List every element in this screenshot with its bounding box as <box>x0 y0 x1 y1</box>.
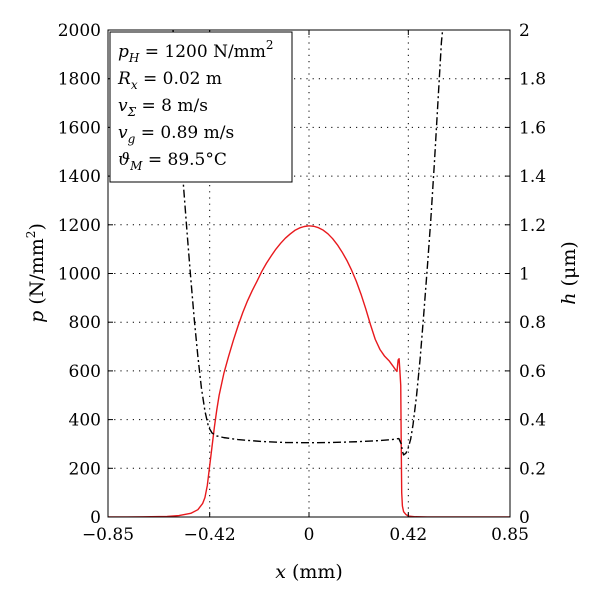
y-right-tick-label: 1.4 <box>519 167 546 187</box>
y-left-tick-label: 200 <box>69 459 101 479</box>
info-value: = 8 m/s <box>136 96 208 116</box>
x-tick-label: −0.85 <box>82 525 134 545</box>
y-axis-title-left: p (N/mm2) <box>24 223 48 323</box>
y-left-unit-close: ) <box>26 223 48 230</box>
y-left-tick-label: 800 <box>69 313 101 333</box>
y-left-tick-label: 1400 <box>58 167 101 187</box>
y-right-tick-label: 0 <box>519 508 530 528</box>
y-left-tick-label: 600 <box>69 362 101 382</box>
info-superscript: 2 <box>266 38 274 52</box>
y-axis-title-right: h (μm) <box>558 241 580 304</box>
info-line: vg = 0.89 m/s <box>118 123 234 146</box>
info-symbol: v <box>118 96 128 116</box>
y-right-tick-label: 0.6 <box>519 362 546 382</box>
y-right-tick-label: 1.8 <box>519 70 546 90</box>
y-left-tick-label: 2000 <box>58 21 101 41</box>
info-box-frame <box>109 31 293 183</box>
y-right-var: h <box>558 292 580 304</box>
y-left-tick-label: 1600 <box>58 118 101 138</box>
y-right-tick-label: 0.8 <box>519 313 546 333</box>
info-symbol: v <box>118 123 128 143</box>
tick-labels: −0.85 −0.42 0 0.42 0.85020040060080010001200… <box>58 21 546 545</box>
y-left-unit-sup: 2 <box>24 231 38 239</box>
y-left-unit: (N/mm <box>26 238 48 311</box>
x-tick-label: −0.42 <box>184 525 236 545</box>
y-right-tick-label: 1.6 <box>519 118 546 138</box>
info-subscript: M <box>129 159 143 173</box>
info-line: Rx = 0.02 m <box>117 69 222 92</box>
y-left-tick-label: 400 <box>69 411 101 431</box>
x-axis-title: x (mm) <box>275 561 343 583</box>
x-tick-label: 0 <box>304 525 315 545</box>
film-thickness-line <box>172 30 444 456</box>
info-line: pH = 1200 N/mm2 <box>118 38 274 65</box>
info-subscript: x <box>131 78 138 92</box>
y-right-tick-label: 1.2 <box>519 216 546 236</box>
x-tick-label: 0.85 <box>491 525 529 545</box>
info-symbol: ϑ <box>118 150 130 170</box>
y-left-tick-label: 1000 <box>58 265 101 285</box>
info-value: = 1200 N/mm <box>139 42 266 62</box>
y-left-tick-label: 1200 <box>58 216 101 236</box>
info-subscript: g <box>128 132 136 146</box>
info-subscript: H <box>128 51 140 65</box>
y-right-unit: (μm) <box>558 241 580 292</box>
info-value: = 89.5°C <box>142 150 226 170</box>
info-subscript: Σ <box>127 105 137 119</box>
y-left-tick-label: 1800 <box>58 70 101 90</box>
y-right-tick-label: 0.2 <box>519 459 546 479</box>
info-symbol: R <box>117 69 131 89</box>
y-right-tick-label: 1 <box>519 265 530 285</box>
info-line: vΣ = 8 m/s <box>118 96 208 119</box>
y-right-tick-label: 2 <box>519 21 530 41</box>
x-axis-unit: (mm) <box>286 561 343 583</box>
y-right-tick-label: 0.4 <box>519 411 546 431</box>
series-layer <box>108 30 510 517</box>
pressure-line <box>108 225 510 517</box>
info-value: = 0.89 m/s <box>135 123 234 143</box>
y-left-var: p <box>26 311 48 323</box>
x-axis-var: x <box>275 561 286 583</box>
info-value: = 0.02 m <box>138 69 222 89</box>
info-line: ϑM = 89.5°C <box>118 150 227 173</box>
x-tick-label: 0.42 <box>389 525 427 545</box>
info-symbol: p <box>118 42 129 62</box>
y-left-tick-label: 0 <box>90 508 101 528</box>
